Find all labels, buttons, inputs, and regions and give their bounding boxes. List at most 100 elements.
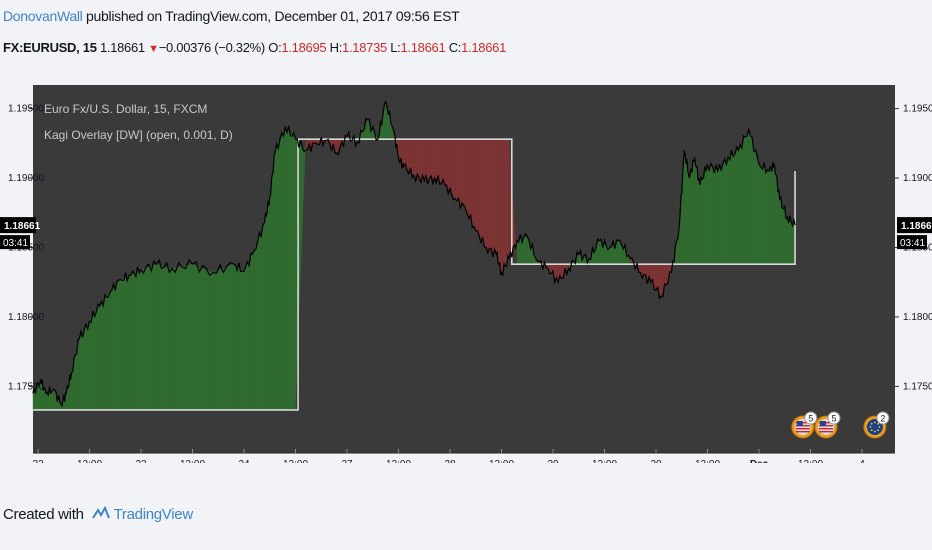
kagi-fill-segment bbox=[640, 264, 651, 283]
legend-indicator: Kagi Overlay [DW] (open, 0.001, D) bbox=[44, 128, 233, 142]
chart-area[interactable]: 1.195001.195001.190001.190001.185001.185… bbox=[0, 83, 932, 470]
kagi-fill-segment bbox=[413, 139, 425, 181]
price-line bbox=[32, 99, 796, 408]
legend-instrument: Euro Fx/U.S. Dollar, 15, FXCM bbox=[44, 102, 207, 116]
kagi-fill-segment bbox=[171, 264, 193, 410]
kagi-fill-segment bbox=[748, 129, 759, 265]
kagi-fill-segment bbox=[759, 164, 770, 265]
tradingview-link[interactable]: TradingView bbox=[113, 506, 194, 523]
symbol-label[interactable]: FX:EURUSD, 15 bbox=[3, 40, 97, 55]
close-value: 1.18661 bbox=[461, 40, 507, 55]
low-label: L: bbox=[390, 40, 401, 55]
us-flag-event-icon[interactable]: 5 bbox=[814, 411, 841, 439]
close-label: C: bbox=[448, 40, 462, 55]
kagi-fill-segment bbox=[516, 236, 528, 265]
author-link[interactable]: DonovanWall bbox=[3, 8, 83, 24]
kagi-fill-segment bbox=[455, 139, 466, 209]
kagi-fill-segment bbox=[316, 139, 327, 144]
event-count: 2 bbox=[880, 414, 885, 424]
x-tick-label: 22 bbox=[32, 459, 44, 463]
kagi-fill-segment bbox=[254, 222, 265, 410]
price-tag-value: 1.18661 bbox=[901, 221, 932, 232]
kagi-fill-segment bbox=[717, 157, 729, 265]
kagi-fill-segment bbox=[630, 258, 641, 273]
kagi-fill-segment bbox=[71, 339, 80, 410]
kagi-fill-segment bbox=[398, 139, 404, 167]
event-count: 5 bbox=[831, 414, 836, 424]
x-tick-label: 12:00 bbox=[283, 459, 308, 463]
kagi-fill-segment bbox=[192, 264, 214, 410]
x-tick-label: 12:00 bbox=[489, 459, 514, 463]
eu-flag-event-icon[interactable]: 2 bbox=[863, 411, 890, 439]
price-tag-value: 1.18661 bbox=[4, 221, 41, 232]
kagi-fill-segment bbox=[156, 264, 172, 410]
kagi-fill-segment bbox=[694, 157, 700, 265]
countdown-value: 03:41 bbox=[3, 238, 28, 249]
kagi-fill-segment bbox=[120, 275, 131, 410]
countdown-value: 03:41 bbox=[900, 238, 925, 249]
kagi-fill-segment bbox=[233, 264, 244, 410]
y-tick-label-right: 1.18000 bbox=[903, 312, 932, 323]
published-text: published on TradingView.com, December 0… bbox=[86, 8, 460, 24]
kagi-fill-segment bbox=[141, 264, 157, 410]
x-tick-label: Dec bbox=[750, 459, 769, 463]
kagi-fill-segment bbox=[568, 254, 579, 269]
kagi-fill-segment bbox=[40, 379, 46, 410]
event-count: 5 bbox=[808, 414, 813, 424]
kagi-fill-segment bbox=[650, 264, 662, 297]
kagi-fill-segment bbox=[728, 150, 739, 265]
low-value: 1.18661 bbox=[400, 40, 446, 55]
price-tag bbox=[897, 217, 932, 234]
y-tick-label: 1.19000 bbox=[8, 173, 45, 184]
kagi-fill-segment bbox=[264, 197, 270, 410]
kagi-fill-segment bbox=[787, 216, 796, 265]
price-tag bbox=[0, 217, 36, 234]
us-flag-event-icon[interactable]: 5 bbox=[791, 411, 818, 439]
kagi-fill-segment bbox=[285, 126, 296, 410]
kagi-fill-segment bbox=[475, 139, 487, 248]
kagi-fill-segment bbox=[699, 164, 708, 265]
kagi-fill-segment bbox=[496, 139, 502, 273]
kagi-fill-segment bbox=[707, 164, 718, 265]
kagi-fill-segment bbox=[684, 150, 690, 265]
kagi-fill-segment bbox=[213, 264, 234, 410]
kagi-fill-segment bbox=[66, 372, 72, 410]
x-tick-label: 12:00 bbox=[798, 459, 823, 463]
down-arrow-icon: ▼ bbox=[148, 43, 159, 55]
x-tick-label: 30 bbox=[650, 459, 662, 463]
kagi-fill-segment bbox=[501, 139, 510, 273]
y-tick-label-right: 1.19500 bbox=[903, 104, 932, 115]
kagi-fill-segment bbox=[738, 129, 749, 265]
kagi-fill-segment bbox=[110, 279, 121, 410]
kagi-fill-segment bbox=[89, 305, 100, 410]
kagi-fill-segment bbox=[689, 157, 695, 265]
high-value: 1.18735 bbox=[342, 40, 387, 55]
x-tick-label: 12:00 bbox=[592, 459, 617, 463]
kagi-fill-segment bbox=[424, 139, 435, 181]
kagi-fill-segment bbox=[609, 240, 620, 265]
y-tick-label: 1.17500 bbox=[8, 381, 45, 392]
kagi-fill-segment bbox=[774, 164, 780, 265]
kagi-fill-segment bbox=[79, 321, 90, 410]
y-tick-label-right: 1.19000 bbox=[903, 173, 932, 184]
x-tick-label: 12:00 bbox=[180, 459, 205, 463]
kagi-fill-segment bbox=[244, 250, 255, 410]
x-tick-label: 12:00 bbox=[77, 459, 102, 463]
kagi-fill-segment bbox=[465, 139, 476, 231]
x-tick-label: 4 bbox=[859, 459, 865, 463]
countdown-tag bbox=[0, 235, 30, 250]
x-tick-label: 12:00 bbox=[386, 459, 411, 463]
open-label: O: bbox=[268, 40, 282, 55]
kagi-fill-segment bbox=[32, 379, 41, 410]
high-label: H: bbox=[329, 40, 343, 55]
x-tick-label: 27 bbox=[341, 459, 353, 463]
price-chart[interactable]: 1.195001.195001.190001.190001.185001.185… bbox=[0, 83, 932, 470]
kagi-fill-segment bbox=[769, 164, 775, 265]
chart-header: DonovanWall published on TradingView.com… bbox=[0, 0, 932, 70]
y-tick-label-right: 1.17500 bbox=[903, 381, 932, 392]
tradingview-logo-icon bbox=[91, 505, 110, 524]
kagi-fill-segment bbox=[99, 291, 111, 410]
countdown-tag bbox=[897, 235, 927, 250]
kagi-fill-segment bbox=[434, 139, 445, 185]
kagi-fill-segment bbox=[130, 269, 141, 410]
